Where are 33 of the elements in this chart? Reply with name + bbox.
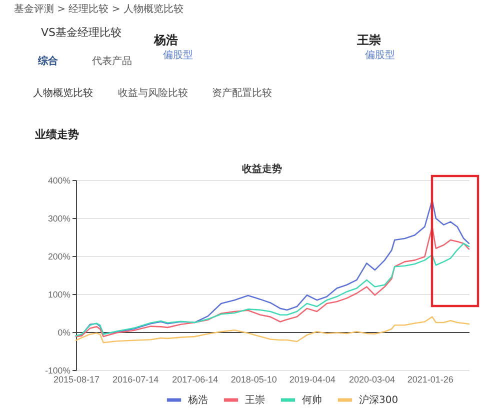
text: 偏股型 bbox=[163, 49, 193, 61]
line-series bbox=[75, 242, 470, 336]
x-tick-label: 2021-01-26 bbox=[407, 374, 454, 384]
y-tick-label: 300% bbox=[48, 214, 71, 224]
legend-label: 何帅 bbox=[302, 394, 322, 406]
x-tick-label: 2020-03-04 bbox=[348, 374, 396, 384]
legend-label: 王崇 bbox=[245, 394, 265, 406]
chart-title: 收益走势 bbox=[242, 163, 282, 175]
text: 资产配置比较 bbox=[212, 87, 272, 99]
y-tick-label: -100% bbox=[45, 366, 71, 376]
x-tick-label: 2016-07-14 bbox=[112, 374, 159, 384]
line-series bbox=[75, 316, 470, 344]
legend-label: 沪深300 bbox=[359, 394, 398, 406]
text: 偏股型 bbox=[365, 49, 395, 61]
y-tick-label: 0% bbox=[58, 328, 71, 338]
text: 代表产品 bbox=[91, 55, 132, 67]
text: 人物概览比较 bbox=[33, 87, 93, 99]
x-tick-label: 2017-06-14 bbox=[172, 374, 218, 384]
y-tick-label: 400% bbox=[48, 176, 71, 186]
x-tick-label: 2018-05-10 bbox=[230, 374, 277, 384]
x-tick-label: 2019-04-04 bbox=[289, 374, 336, 384]
text: 业绩走势 bbox=[34, 128, 79, 141]
y-tick-label: 200% bbox=[48, 252, 71, 262]
line-series bbox=[75, 226, 470, 338]
text: 基金评测 > 经理比较 > 人物概览比较 bbox=[14, 3, 184, 15]
text: 综合 bbox=[37, 55, 59, 67]
text: 杨浩 bbox=[153, 33, 178, 47]
y-tick-label: 100% bbox=[48, 290, 71, 300]
x-tick-label: 2015-08-17 bbox=[53, 374, 100, 384]
text: VS基金经理比较 bbox=[41, 26, 122, 39]
text: 收益与风险比较 bbox=[118, 87, 188, 99]
text: 王崇 bbox=[356, 33, 381, 47]
legend-label: 杨浩 bbox=[187, 394, 208, 406]
